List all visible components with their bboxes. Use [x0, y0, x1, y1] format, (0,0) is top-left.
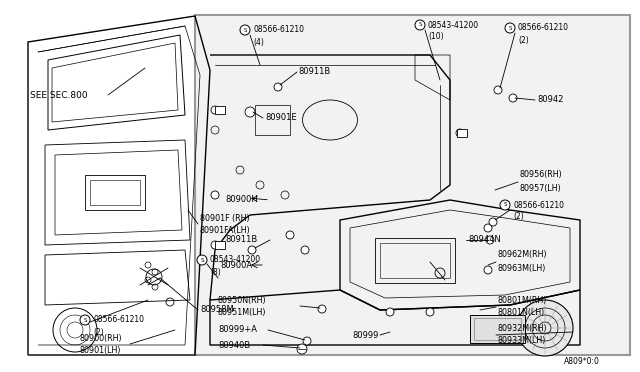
Circle shape — [505, 23, 515, 33]
Circle shape — [415, 20, 425, 30]
Circle shape — [240, 25, 250, 35]
Text: S: S — [243, 28, 247, 32]
Circle shape — [197, 255, 207, 265]
Text: 80944N: 80944N — [468, 235, 500, 244]
Text: 80962M(RH): 80962M(RH) — [498, 250, 548, 260]
Bar — [215, 241, 225, 249]
Text: S: S — [503, 202, 507, 208]
Text: 08543-41200: 08543-41200 — [428, 20, 479, 29]
Text: 80963M(LH): 80963M(LH) — [498, 263, 547, 273]
Text: 80957(LH): 80957(LH) — [520, 183, 562, 192]
Bar — [255, 105, 290, 135]
Circle shape — [509, 94, 517, 102]
Circle shape — [489, 218, 497, 226]
Text: S: S — [83, 317, 87, 323]
Circle shape — [494, 86, 502, 94]
Text: A809*0:0: A809*0:0 — [564, 357, 600, 366]
Text: 80951M(LH): 80951M(LH) — [218, 308, 266, 317]
Bar — [195, 15, 630, 355]
Text: S: S — [419, 22, 422, 28]
Text: 80956(RH): 80956(RH) — [520, 170, 563, 180]
Circle shape — [386, 308, 394, 316]
Circle shape — [80, 315, 90, 325]
Bar — [380, 243, 450, 278]
Circle shape — [297, 344, 307, 354]
Bar — [85, 175, 145, 210]
Text: S: S — [200, 257, 204, 263]
Text: (10): (10) — [428, 32, 444, 42]
Circle shape — [486, 236, 494, 244]
Text: 80999+A: 80999+A — [218, 326, 257, 334]
Circle shape — [286, 231, 294, 239]
Text: 80999: 80999 — [352, 330, 378, 340]
Circle shape — [301, 246, 309, 254]
Circle shape — [303, 337, 311, 345]
Circle shape — [484, 224, 492, 232]
Text: 80900(RH): 80900(RH) — [80, 334, 123, 343]
Circle shape — [211, 191, 219, 199]
Text: (4): (4) — [253, 38, 264, 46]
Circle shape — [274, 83, 282, 91]
Circle shape — [456, 129, 464, 137]
Circle shape — [500, 200, 510, 210]
Text: 08543-41200: 08543-41200 — [210, 256, 261, 264]
Text: 80901FA(LH): 80901FA(LH) — [200, 227, 251, 235]
Text: 80940B: 80940B — [218, 340, 250, 350]
Text: SEE SEC.800: SEE SEC.800 — [30, 90, 88, 99]
Bar — [375, 238, 455, 283]
Text: 80932M(RH): 80932M(RH) — [498, 324, 548, 333]
Text: (2): (2) — [93, 327, 104, 337]
Bar — [90, 180, 140, 205]
Circle shape — [248, 246, 256, 254]
Text: 80950N(RH): 80950N(RH) — [218, 295, 267, 305]
Bar — [215, 106, 225, 114]
Text: 80901(LH): 80901(LH) — [80, 346, 122, 355]
Text: (2): (2) — [518, 35, 529, 45]
Bar — [474, 318, 521, 340]
Text: 80900A: 80900A — [220, 260, 252, 269]
Text: 08566-61210: 08566-61210 — [93, 315, 144, 324]
Text: 80901F (RH): 80901F (RH) — [200, 214, 250, 222]
Text: 08566-61210: 08566-61210 — [518, 23, 569, 32]
Circle shape — [426, 308, 434, 316]
Text: 80901E: 80901E — [265, 113, 296, 122]
Circle shape — [517, 300, 573, 356]
Text: 80958M: 80958M — [200, 305, 234, 314]
Text: 80933M(LH): 80933M(LH) — [498, 337, 547, 346]
Circle shape — [211, 241, 219, 249]
Text: (2): (2) — [513, 212, 524, 221]
Text: 08566-61210: 08566-61210 — [253, 26, 304, 35]
Text: 08566-61210: 08566-61210 — [513, 201, 564, 209]
Circle shape — [245, 107, 255, 117]
Text: 80942: 80942 — [537, 96, 563, 105]
Text: 80801N(LH): 80801N(LH) — [498, 308, 545, 317]
Circle shape — [318, 305, 326, 313]
Text: (8): (8) — [210, 267, 221, 276]
Text: S: S — [508, 26, 512, 31]
Text: 80911B: 80911B — [225, 235, 257, 244]
Circle shape — [211, 106, 219, 114]
Text: 80801M(RH): 80801M(RH) — [498, 295, 547, 305]
Circle shape — [484, 266, 492, 274]
Text: 80911B: 80911B — [298, 67, 330, 77]
Text: 80900H: 80900H — [225, 196, 258, 205]
Bar — [470, 315, 525, 343]
Bar — [457, 129, 467, 137]
